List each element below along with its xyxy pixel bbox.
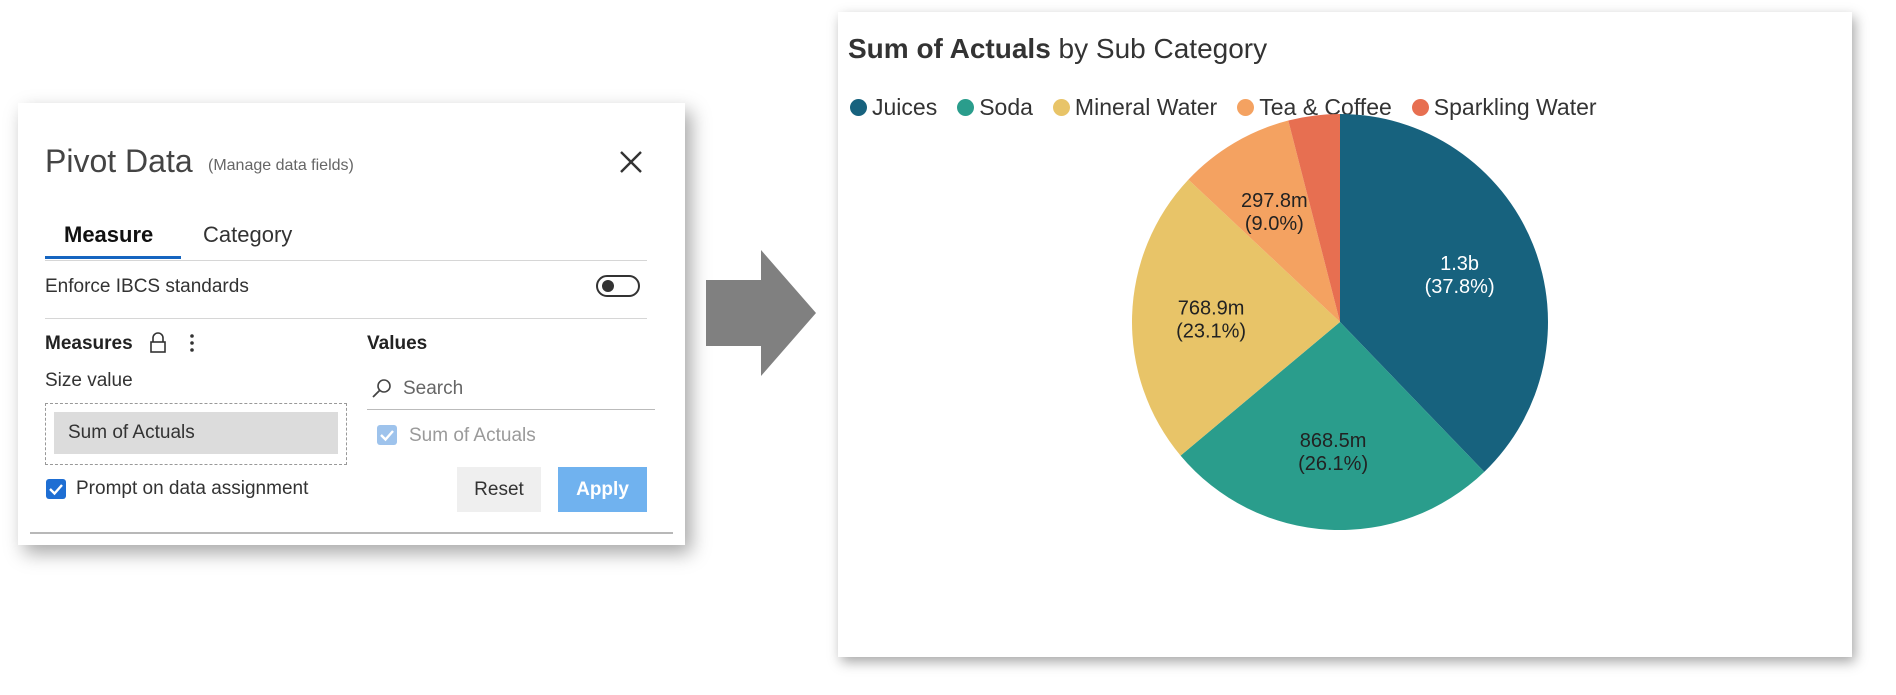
- legend-label: Sparkling Water: [1433, 94, 1597, 120]
- pie-slice-sparkling-water[interactable]: [1288, 114, 1340, 322]
- slice-value-label: 297.8m: [1241, 190, 1308, 212]
- value-checkbox[interactable]: [377, 425, 397, 445]
- legend-label: Mineral Water: [1074, 94, 1218, 120]
- legend-item-soda[interactable]: Soda: [957, 94, 1033, 121]
- right-arrow-icon: [706, 250, 816, 376]
- enforce-ibcs-toggle[interactable]: [596, 275, 640, 297]
- legend-swatch: [850, 99, 867, 116]
- chart-title: Sum of Actuals by Sub Category: [848, 33, 1267, 65]
- legend-swatch: [1411, 99, 1429, 116]
- checkmark-icon: [380, 430, 394, 442]
- slice-value-label: 768.9m: [1178, 297, 1245, 319]
- dialog-title: Pivot Data: [45, 143, 193, 179]
- tab-bar: Measure Category: [45, 214, 647, 261]
- slice-percent-label: (26.1%): [1298, 453, 1368, 475]
- search-input[interactable]: [401, 373, 645, 405]
- pie-chart: 1.3b(37.8%) 868.5m(26.1%) 768.9m(23.1%) 297…: [1132, 114, 1548, 530]
- toggle-knob: [602, 280, 614, 292]
- apply-button[interactable]: Apply: [558, 467, 647, 512]
- pie-slice-soda[interactable]: [1180, 322, 1485, 530]
- pie-slice-mineral-water[interactable]: [1132, 179, 1340, 456]
- prompt-label: Prompt on data assignment: [76, 478, 309, 499]
- values-search: [367, 367, 655, 410]
- search-icon: [372, 379, 391, 398]
- chart-title-rest: by Sub Category: [1050, 33, 1268, 64]
- enforce-ibcs-label: Enforce IBCS standards: [45, 276, 249, 297]
- prompt-checkbox[interactable]: [46, 479, 66, 499]
- slice-value-label: 868.5m: [1300, 430, 1367, 452]
- section-divider: [45, 318, 647, 319]
- pie-chart-panel: Sum of Actuals by Sub Category Juices Sod…: [838, 12, 1852, 657]
- slice-value-label: 1.3b: [1440, 253, 1479, 275]
- pie-slice-tea-coffee[interactable]: [1188, 120, 1340, 323]
- legend-swatch: [957, 99, 975, 116]
- chart-title-measure: Sum of Actuals: [848, 33, 1051, 64]
- slice-percent-label: (37.8%): [1425, 276, 1495, 298]
- close-icon[interactable]: [616, 147, 646, 177]
- legend-item-juices[interactable]: Juices: [850, 94, 937, 121]
- tab-measure[interactable]: Measure: [64, 222, 154, 247]
- legend-swatch: [1052, 99, 1070, 116]
- measures-heading: Measures: [45, 333, 133, 354]
- more-options-icon[interactable]: [188, 332, 196, 354]
- active-tab-indicator: [45, 256, 181, 259]
- size-value-dropzone[interactable]: Sum of Actuals: [45, 403, 347, 465]
- legend-item-mineral-water[interactable]: Mineral Water: [1052, 94, 1218, 121]
- lock-icon[interactable]: [149, 332, 167, 354]
- values-heading: Values: [367, 333, 428, 354]
- pie-slice-juices[interactable]: [1340, 114, 1548, 472]
- dialog-subtitle: (Manage data fields): [208, 157, 354, 174]
- measure-chip[interactable]: Sum of Actuals: [54, 412, 338, 454]
- legend-label: Juices: [872, 94, 938, 120]
- size-value-label: Size value: [45, 370, 133, 391]
- legend-label: Soda: [979, 94, 1033, 120]
- value-item-label: Sum of Actuals: [409, 425, 536, 446]
- legend-swatch: [1237, 99, 1255, 116]
- reset-button[interactable]: Reset: [457, 467, 541, 512]
- checkmark-icon: [49, 484, 63, 496]
- tab-category[interactable]: Category: [203, 222, 293, 247]
- slice-percent-label: (23.1%): [1176, 320, 1246, 342]
- slice-percent-label: (9.0%): [1245, 213, 1304, 235]
- pivot-data-dialog: Pivot Data (Manage data fields) Measure …: [18, 103, 685, 545]
- legend-item-sparkling-water[interactable]: Sparkling Water: [1411, 94, 1597, 121]
- chart-legend: Juices Soda Mineral Water Tea & Coffee Spark…: [850, 94, 1617, 124]
- dialog-bottom-border: [30, 532, 673, 534]
